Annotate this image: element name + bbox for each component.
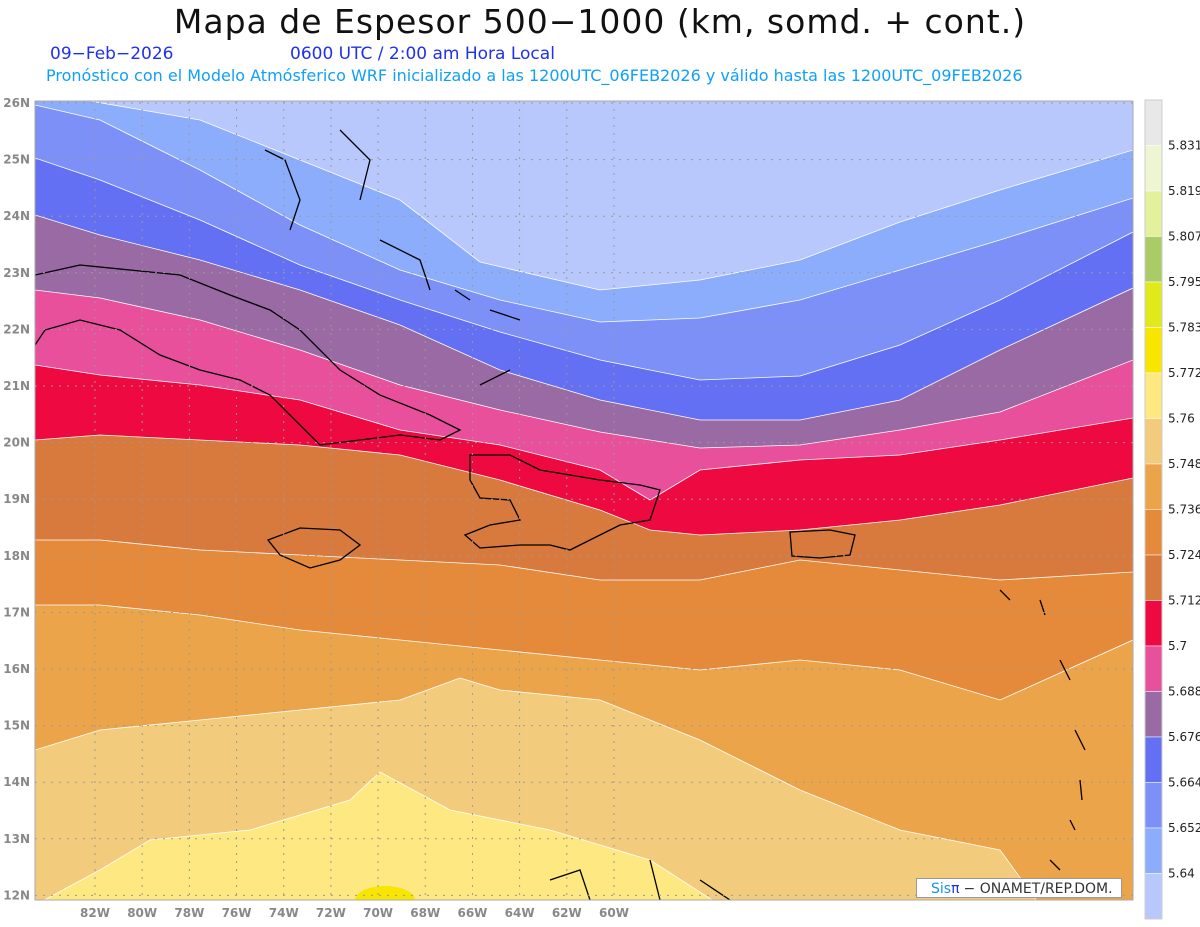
lon-label: 74W (269, 906, 299, 920)
lat-label: 16N (3, 662, 30, 676)
lon-label: 60W (599, 906, 629, 920)
lat-label: 24N (3, 209, 30, 223)
lat-label: 20N (3, 436, 30, 450)
colorbar-label: 5.664 (1168, 776, 1200, 790)
thickness-bands (35, 101, 1133, 900)
colorbar-swatch (1144, 372, 1163, 419)
colorbar-label: 5.652 (1168, 821, 1200, 835)
lat-label: 12N (3, 888, 30, 902)
cuba-coast (35, 264, 462, 446)
forecast-date: 09−Feb−2026 (50, 44, 174, 64)
lat-label: 23N (3, 266, 30, 280)
longitude-labels: 82W 80W 78W 76W 74W 72W 70W 68W 66W 64W 62W 60W (80, 906, 629, 920)
colorbar-label: 5.676 (1168, 730, 1200, 744)
lat-label: 26N (3, 96, 30, 110)
colorbar-label: 5.7 (1168, 639, 1187, 653)
coastlines (35, 129, 1086, 900)
map-frame (34, 100, 1134, 901)
colorbar-label: 5.831 (1168, 139, 1200, 153)
colorbar-label: 5.795 (1168, 275, 1200, 289)
colorbar-label: 5.712 (1168, 594, 1200, 608)
puerto-rico-coast (789, 529, 856, 559)
credit-sis: Sis (931, 881, 952, 897)
lat-label: 25N (3, 153, 30, 167)
lat-label: 21N (3, 379, 30, 393)
forecast-time: 0600 UTC / 2:00 am Hora Local (290, 44, 555, 64)
lon-label: 78W (174, 906, 204, 920)
colorbar: 5.831 5.819 5.807 5.795 5.783 5.772 5.76 5.748 5… (1144, 99, 1200, 920)
colorbar-swatch (1144, 99, 1163, 146)
colorbar-frame (1144, 99, 1163, 920)
thickness-band (355, 886, 415, 900)
colorbar-swatch (1144, 782, 1163, 829)
credit-box: Sisπ − ONAMET/REP.DOM. (916, 878, 1122, 898)
colorbar-label: 5.748 (1168, 457, 1200, 471)
lat-label: 19N (3, 492, 30, 506)
colorbar-label: 5.688 (1168, 685, 1200, 699)
lon-label: 68W (410, 906, 440, 920)
lat-label: 13N (3, 832, 30, 846)
hispaniola-coast (463, 454, 661, 551)
colorbar-swatch (1144, 509, 1163, 556)
lon-label: 80W (127, 906, 157, 920)
lon-label: 66W (457, 906, 487, 920)
colorbar-swatch (1144, 418, 1163, 465)
lon-label: 64W (505, 906, 535, 920)
colorbar-label: 5.772 (1168, 366, 1200, 380)
colorbar-swatch (1144, 645, 1163, 692)
colorbar-label: 5.76 (1168, 412, 1195, 426)
lat-label: 14N (3, 775, 30, 789)
colorbar-swatch (1144, 873, 1163, 920)
colorbar-swatch (1144, 327, 1163, 374)
colorbar-swatch (1144, 463, 1163, 510)
lon-label: 70W (363, 906, 393, 920)
jamaica-coast (266, 527, 362, 569)
colorbar-label: 5.783 (1168, 321, 1200, 335)
colorbar-swatch (1144, 600, 1163, 647)
colorbar-label: 5.64 (1168, 867, 1195, 881)
lat-label: 22N (3, 322, 30, 336)
colorbar-swatch (1144, 554, 1163, 601)
lon-label: 82W (80, 906, 110, 920)
lat-label: 17N (3, 605, 30, 619)
latitude-labels: 26N 25N 24N 23N 22N 21N 20N 19N 18N 17N 16N 15N 14N 1… (3, 96, 30, 902)
lesser-antilles-coast (999, 589, 1086, 871)
lat-label: 18N (3, 549, 30, 563)
colorbar-swatch (1144, 236, 1163, 283)
lon-label: 62W (552, 906, 582, 920)
colorbar-swatch (1144, 190, 1163, 237)
colorbar-label: 5.819 (1168, 184, 1200, 198)
colorbar-swatch (1144, 827, 1163, 874)
lat-label: 15N (3, 719, 30, 733)
map-title: Mapa de Espesor 500−1000 (km, somd. + co… (173, 2, 1027, 41)
colorbar-label: 5.807 (1168, 230, 1200, 244)
credit-pi: π (951, 881, 960, 897)
colorbar-swatch (1144, 736, 1163, 783)
lon-label: 76W (222, 906, 252, 920)
south-america-coast (549, 859, 731, 900)
colorbar-swatch (1144, 145, 1163, 192)
colorbar-label: 5.724 (1168, 548, 1200, 562)
credit-text: − ONAMET/REP.DOM. (963, 881, 1113, 897)
model-info: Pronóstico con el Modelo Atmósferico WRF… (46, 66, 1023, 85)
grid-lines (35, 101, 1133, 900)
colorbar-label: 5.736 (1168, 503, 1200, 517)
colorbar-swatch (1144, 691, 1163, 738)
thickness-band (43, 771, 713, 900)
colorbar-swatch (1144, 281, 1163, 328)
bahamas-coast (264, 129, 521, 386)
lon-label: 72W (316, 906, 346, 920)
